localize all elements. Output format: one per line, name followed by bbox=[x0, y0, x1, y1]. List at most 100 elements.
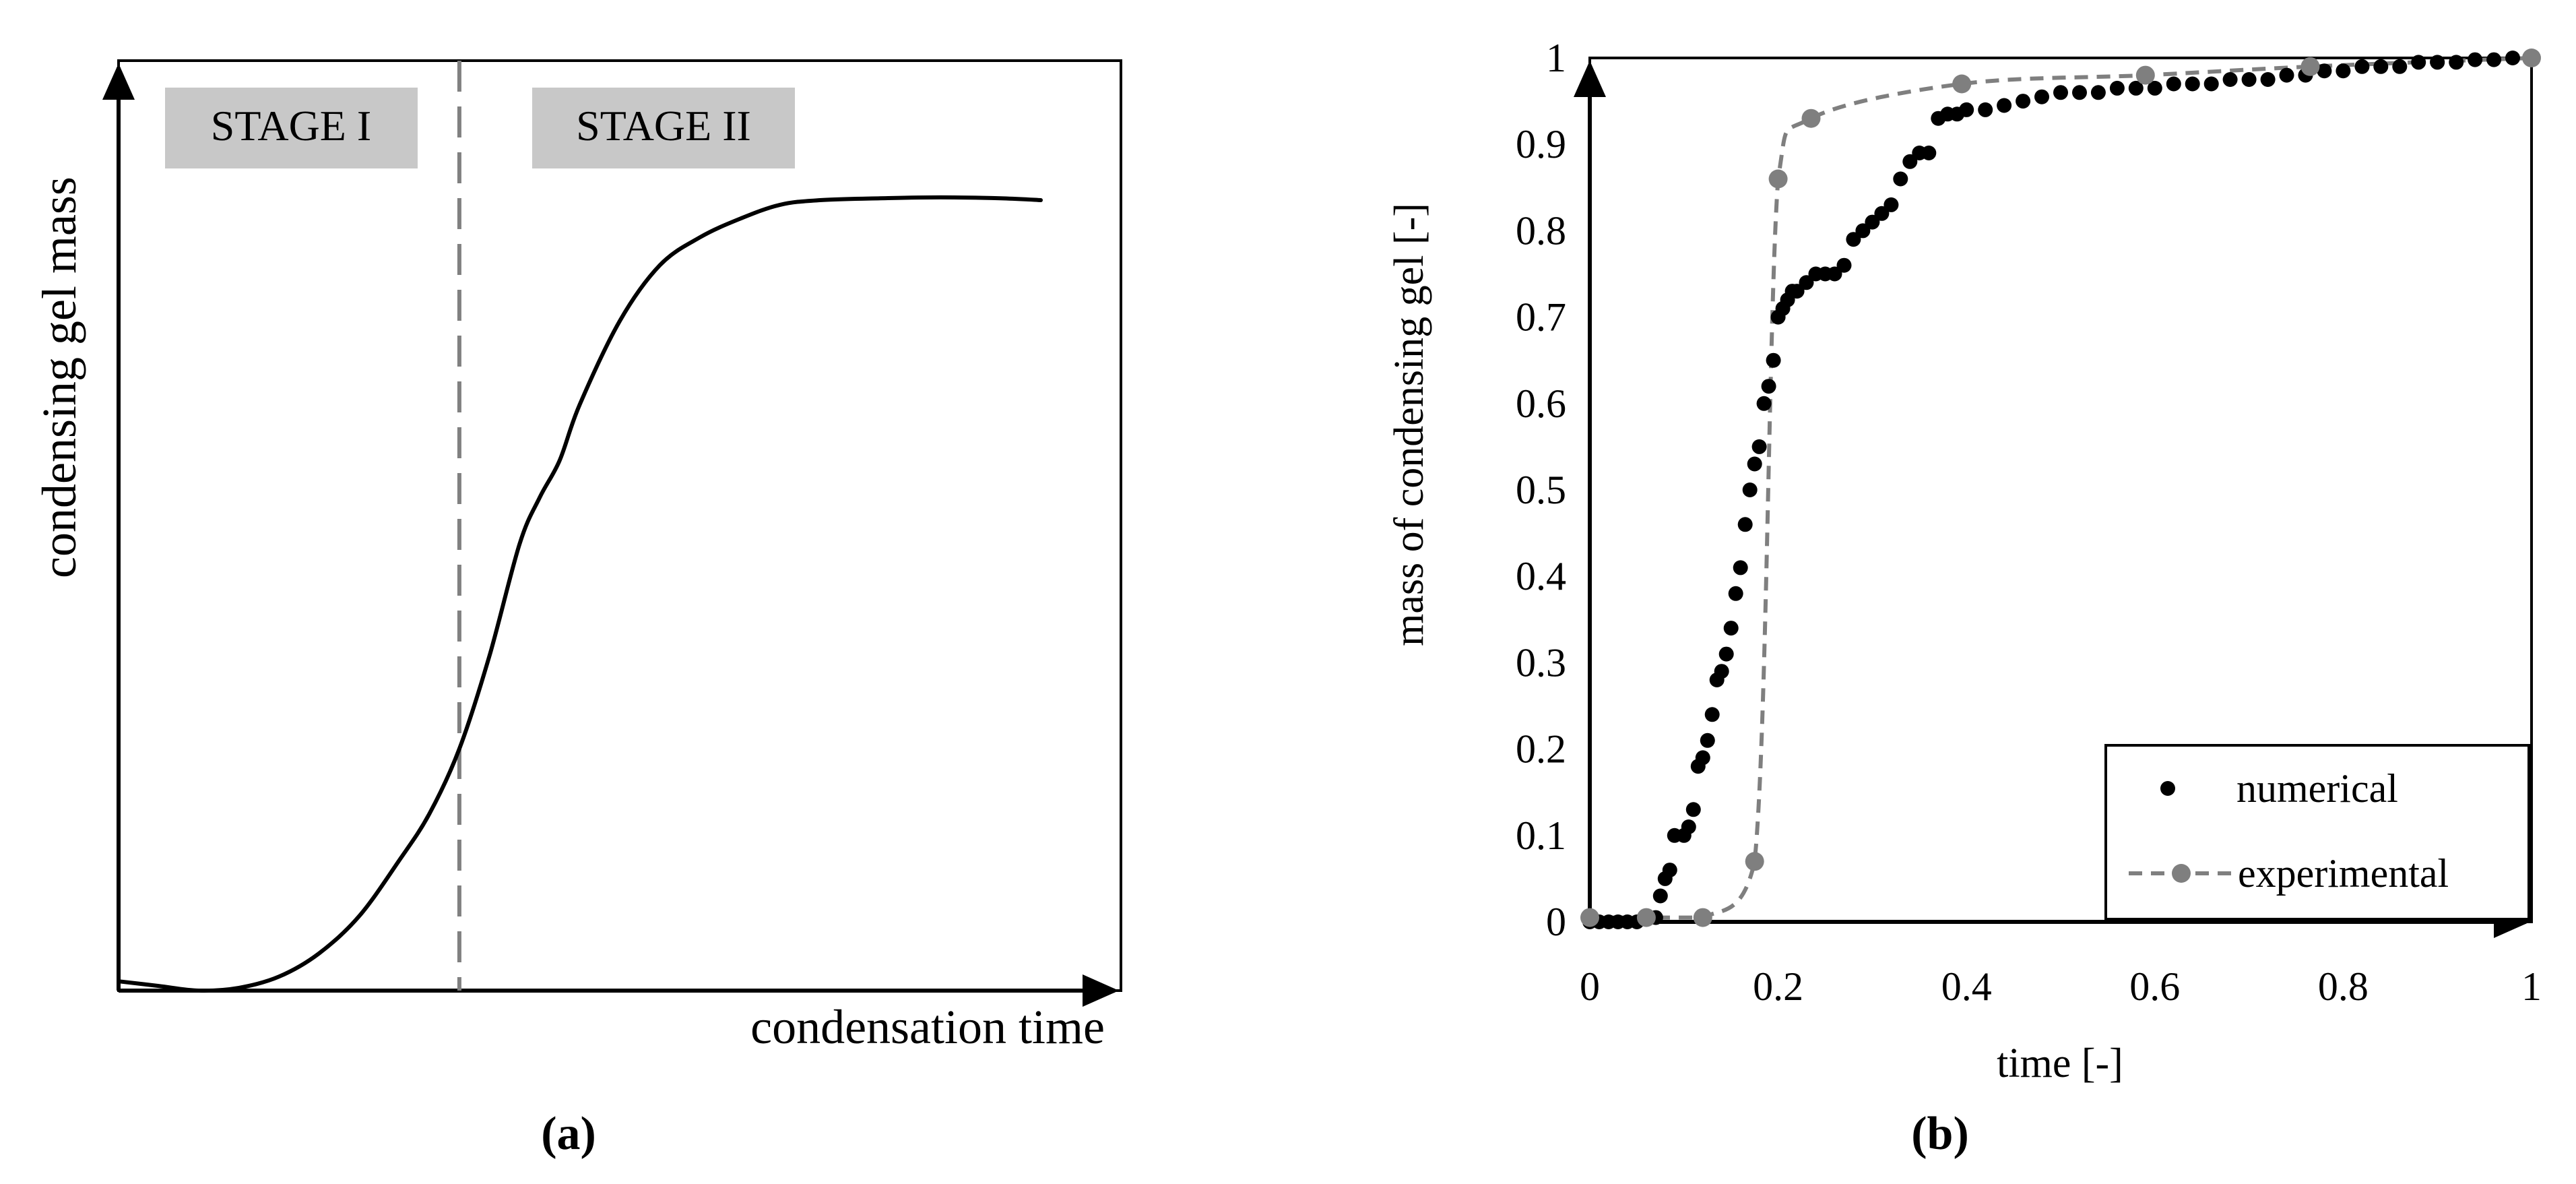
numerical-data-point bbox=[1978, 102, 1993, 117]
numerical-data-point bbox=[1799, 275, 1814, 290]
panel-a-x-axis-title: condensation time bbox=[750, 1000, 1105, 1054]
legend-numerical-label: numerical bbox=[2236, 766, 2398, 811]
numerical-data-point bbox=[2072, 85, 2087, 100]
stage-two-label-box bbox=[532, 88, 795, 168]
numerical-data-point bbox=[1855, 223, 1871, 239]
experimental-data-point bbox=[1745, 852, 1764, 871]
x-tick-label: 1 bbox=[2521, 964, 2542, 1009]
numerical-data-point bbox=[2241, 72, 2257, 87]
numerical-data-point bbox=[2053, 85, 2068, 100]
panel-b-x-axis-title: time [-] bbox=[1997, 1040, 2123, 1086]
x-tick-label: 0.2 bbox=[1753, 964, 1803, 1009]
experimental-series-dashed-line bbox=[1590, 56, 2532, 920]
numerical-data-point bbox=[2449, 55, 2464, 70]
numerical-data-point bbox=[2090, 85, 2106, 100]
y-tick-label: 1 bbox=[1546, 36, 1566, 80]
numerical-data-point bbox=[1959, 102, 1974, 117]
panel-b-legend: numerical experimental bbox=[2104, 744, 2530, 921]
numerical-data-point bbox=[1846, 232, 1861, 247]
numerical-data-point bbox=[1921, 146, 1937, 160]
numerical-data-point bbox=[1723, 621, 1739, 636]
numerical-data-point bbox=[2392, 59, 2408, 74]
y-tick-label: 0.1 bbox=[1516, 813, 1566, 858]
numerical-data-point bbox=[2109, 80, 2125, 96]
numerical-data-point bbox=[1695, 750, 1710, 766]
panel-a-plot-frame bbox=[117, 59, 1122, 992]
numerical-data-point bbox=[2128, 80, 2144, 96]
numerical-data-point bbox=[1681, 819, 1696, 834]
numerical-data-point bbox=[2336, 63, 2351, 79]
panel-a-y-axis-title: condensing gel mass bbox=[32, 177, 86, 578]
experimental-data-point bbox=[1636, 908, 1656, 927]
numerical-data-point bbox=[1789, 284, 1805, 299]
numerical-data-point bbox=[1733, 560, 1748, 575]
gel-mass-sigmoid-curve bbox=[117, 195, 1043, 993]
numerical-data-point bbox=[1737, 517, 1753, 532]
numerical-data-point bbox=[2354, 59, 2370, 74]
numerical-data-point bbox=[1893, 171, 1908, 187]
stage-one-label: STAGE I bbox=[211, 102, 371, 150]
y-tick-label: 0 bbox=[1546, 900, 1566, 944]
y-tick-label: 0.5 bbox=[1516, 468, 1566, 512]
numerical-data-point bbox=[2203, 76, 2219, 92]
numerical-data-point bbox=[1836, 257, 1852, 273]
numerical-data-point bbox=[1704, 707, 1720, 722]
numerical-data-point bbox=[2486, 52, 2502, 67]
numerical-data-point bbox=[2034, 89, 2049, 104]
numerical-data-point bbox=[2016, 94, 2031, 109]
numerical-data-point bbox=[2505, 51, 2520, 65]
numerical-data-point bbox=[2222, 72, 2238, 87]
numerical-data-point bbox=[1997, 98, 2012, 113]
y-tick-label: 0.2 bbox=[1516, 727, 1566, 772]
numerical-data-point bbox=[2147, 80, 2162, 96]
experimental-data-point bbox=[1801, 108, 1821, 128]
numerical-data-point bbox=[2411, 55, 2426, 70]
numerical-data-point bbox=[1874, 206, 1890, 221]
panel-a-conceptual-chart: STAGE I STAGE II condensation time conde… bbox=[32, 59, 1122, 1160]
experimental-data-point bbox=[1952, 74, 1972, 94]
x-tick-label: 0.4 bbox=[1941, 964, 1992, 1009]
experimental-data-point bbox=[2522, 49, 2541, 67]
panel-b-label: (b) bbox=[1911, 1108, 1969, 1160]
x-tick-label: 0.6 bbox=[2129, 964, 2180, 1009]
numerical-data-point bbox=[2317, 63, 2332, 79]
experimental-data-point bbox=[1580, 908, 1599, 927]
legend-box bbox=[2104, 744, 2530, 921]
numerical-data-point bbox=[2373, 59, 2389, 74]
panel-b-x-tick-labels: 0 0.2 0.4 0.6 0.8 1 bbox=[1580, 964, 2542, 1009]
experimental-data-point bbox=[1768, 169, 1788, 189]
numerical-data-point bbox=[2279, 67, 2294, 83]
numerical-data-point bbox=[1652, 888, 1668, 904]
numerical-data-point bbox=[1902, 154, 1918, 169]
numerical-data-point bbox=[1761, 379, 1776, 394]
numerical-data-point bbox=[1742, 482, 1758, 497]
y-tick-label: 0.8 bbox=[1516, 208, 1566, 253]
numerical-data-point bbox=[1700, 733, 1715, 748]
experimental-data-point bbox=[2300, 57, 2320, 76]
panel-b-y-axis-title: mass of condensing gel [-] bbox=[1386, 203, 1432, 646]
x-tick-label: 0.8 bbox=[2318, 964, 2369, 1009]
numerical-data-point bbox=[1747, 456, 1762, 472]
numerical-data-point bbox=[1751, 439, 1767, 454]
y-tick-label: 0.6 bbox=[1516, 381, 1566, 426]
experimental-data-point bbox=[2135, 65, 2155, 85]
experimental-data-point bbox=[1693, 908, 1712, 927]
stage-one-label-box bbox=[165, 88, 418, 168]
y-tick-label: 0.9 bbox=[1516, 122, 1566, 166]
numerical-data-point bbox=[1728, 586, 1743, 601]
numerical-data-point bbox=[1827, 266, 1842, 282]
numerical-data-point bbox=[2185, 76, 2200, 92]
numerical-data-point bbox=[1883, 197, 1899, 212]
y-tick-label: 0.7 bbox=[1516, 295, 1566, 340]
panel-b-data-chart: 0 0.1 0.2 0.3 0.4 0.5 0.6 0.7 0.8 0.9 1 0 0.2 0.4 0.6… bbox=[1386, 36, 2542, 1160]
legend-numerical-marker bbox=[2160, 781, 2175, 796]
numerical-data-point bbox=[2468, 52, 2483, 67]
numerical-data-point bbox=[1766, 352, 1781, 368]
panel-a-label: (a) bbox=[541, 1108, 596, 1160]
numerical-data-point bbox=[1714, 664, 1729, 679]
numerical-data-point bbox=[2430, 55, 2445, 70]
numerical-data-point bbox=[2166, 76, 2181, 92]
numerical-data-point bbox=[1718, 646, 1734, 662]
numerical-data-point bbox=[2260, 72, 2276, 87]
